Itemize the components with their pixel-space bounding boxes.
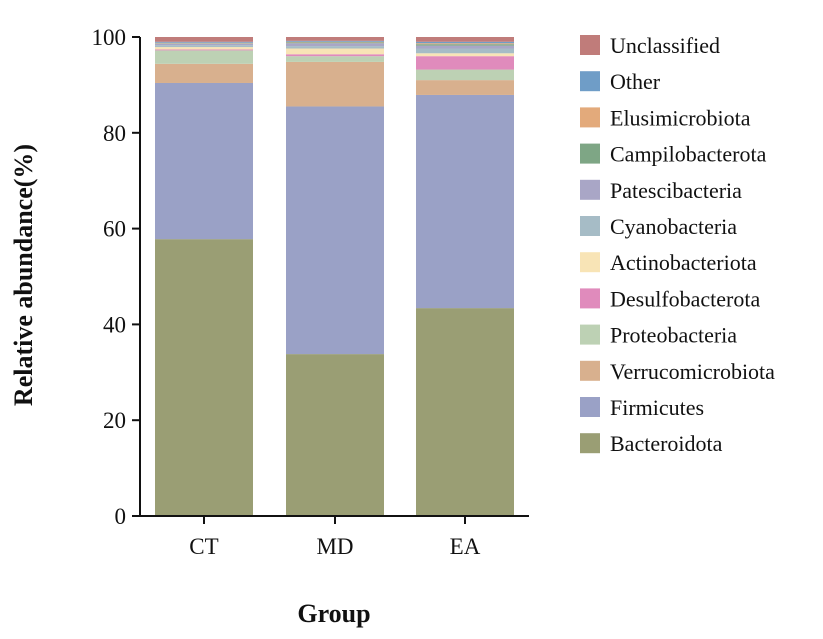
legend-swatch [580, 71, 600, 92]
bar-stack-md [286, 37, 384, 516]
x-axis-title: Group [297, 599, 370, 628]
bar-segment-actinobacteriota-ct [155, 47, 253, 50]
bar-segment-actinobacteriota-ea [416, 53, 514, 57]
bar-segment-bacteroidota-md [286, 354, 384, 516]
legend-swatch [580, 433, 600, 454]
bar-stack-ct [155, 37, 253, 516]
y-axis-title: Relative abundance(%) [9, 144, 38, 406]
bar-segment-unclassified-md [286, 37, 384, 41]
legend-item-verrucomicrobiota: Verrucomicrobiota [580, 359, 775, 384]
legend-label: Verrucomicrobiota [610, 359, 775, 384]
bar-segment-cyanobacteria-md [286, 46, 384, 49]
bar-segment-bacteroidota-ct [155, 239, 253, 516]
bar-segment-firmicutes-md [286, 106, 384, 355]
bar-segment-other-md [286, 40, 384, 42]
bar-segment-unclassified-ct [155, 37, 253, 42]
bar-segment-firmicutes-ct [155, 82, 253, 240]
legend-label: Elusimicrobiota [610, 105, 751, 130]
y-tick-label: 80 [103, 121, 126, 146]
bar-stack-ea [416, 37, 514, 516]
legend-swatch [580, 397, 600, 417]
legend-item-proteobacteria: Proteobacteria [580, 323, 737, 348]
legend-swatch [580, 288, 600, 309]
legend-swatch [580, 360, 600, 381]
bar-segment-other-ct [155, 41, 253, 43]
bar-area [155, 37, 514, 516]
bar-segment-unclassified-ea [416, 37, 514, 42]
bar-segment-proteobacteria-md [286, 56, 384, 62]
bar-segment-verrucomicrobiota-ea [416, 80, 514, 95]
legend-item-actinobacteriota: Actinobacteriota [580, 250, 757, 275]
legend-item-firmicutes: Firmicutes [580, 395, 704, 420]
legend-label: Patescibacteria [610, 178, 742, 203]
legend-swatch [580, 35, 600, 55]
bar-segment-patescibacteria-ea [416, 45, 514, 49]
legend-item-unclassified: Unclassified [580, 33, 720, 58]
legend-item-bacteroidota: Bacteroidota [580, 431, 723, 456]
legend-item-elusimicrobiota: Elusimicrobiota [580, 105, 751, 130]
bar-segment-actinobacteriota-md [286, 48, 384, 55]
legend-label: Other [610, 69, 661, 94]
bar-segment-campilobacterota-md [286, 42, 384, 44]
y-tick-label: 0 [115, 504, 127, 529]
legend-label: Actinobacteriota [610, 250, 757, 275]
legend-item-desulfobacterota: Desulfobacterota [580, 286, 760, 311]
legend-label: Campilobacterota [610, 142, 767, 167]
bar-segment-campilobacterota-ea [416, 44, 514, 46]
bar-segment-desulfobacterota-ct [155, 49, 253, 51]
legend-swatch [580, 324, 600, 345]
legend: Unclassified Other Elusimicrobiota Campilob… [580, 33, 775, 456]
bar-segment-patescibacteria-ct [155, 43, 253, 46]
legend-swatch [580, 107, 600, 128]
y-tick-label: 40 [103, 312, 126, 337]
bar-segment-desulfobacterota-md [286, 54, 384, 57]
bar-segment-desulfobacterota-ea [416, 56, 514, 70]
y-tick-label: 60 [103, 217, 126, 242]
legend-label: Bacteroidota [610, 431, 723, 456]
legend-label: Proteobacteria [610, 323, 737, 348]
x-tick-label-ct: CT [189, 534, 218, 559]
x-axis: CT MD EA [140, 515, 529, 559]
bar-segment-cyanobacteria-ct [155, 45, 253, 48]
legend-label: Desulfobacterota [610, 286, 760, 311]
legend-swatch [580, 179, 600, 200]
bar-segment-elusimicrobiota-ea [416, 43, 514, 45]
y-tick-label: 20 [103, 408, 126, 433]
legend-item-patescibacteria: Patescibacteria [580, 178, 742, 203]
legend-label: Cyanobacteria [610, 214, 737, 239]
bar-segment-verrucomicrobiota-ct [155, 63, 253, 83]
bar-segment-patescibacteria-md [286, 43, 384, 47]
bar-segment-proteobacteria-ct [155, 50, 253, 64]
legend-swatch [580, 143, 600, 164]
legend-label: Unclassified [610, 33, 720, 58]
y-tick-label: 100 [92, 25, 127, 50]
bar-segment-cyanobacteria-ea [416, 48, 514, 54]
bar-segment-proteobacteria-ea [416, 69, 514, 81]
bar-segment-bacteroidota-ea [416, 308, 514, 516]
y-axis: 0 20 40 60 80 100 [92, 25, 141, 529]
legend-item-campilobacterota: Campilobacterota [580, 142, 767, 167]
legend-label: Firmicutes [610, 395, 704, 420]
legend-item-cyanobacteria: Cyanobacteria [580, 214, 737, 239]
x-tick-label-ea: EA [450, 534, 481, 559]
bar-segment-firmicutes-ea [416, 94, 514, 309]
x-tick-label-md: MD [316, 534, 353, 559]
legend-swatch [580, 252, 600, 273]
legend-swatch [580, 216, 600, 236]
bar-segment-other-ea [416, 41, 514, 44]
bar-segment-verrucomicrobiota-md [286, 61, 384, 107]
legend-item-other: Other [580, 69, 661, 94]
